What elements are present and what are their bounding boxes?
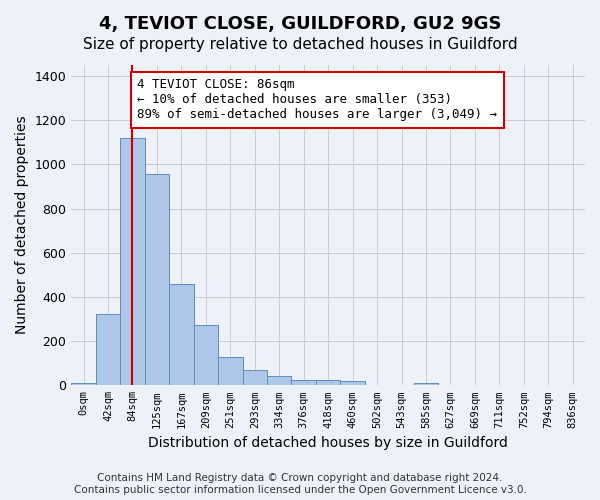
Bar — [120, 138, 145, 386]
Bar — [340, 381, 365, 386]
Text: Contains HM Land Registry data © Crown copyright and database right 2024.
Contai: Contains HM Land Registry data © Crown c… — [74, 474, 526, 495]
Text: 4 TEVIOT CLOSE: 86sqm
← 10% of detached houses are smaller (353)
89% of semi-det: 4 TEVIOT CLOSE: 86sqm ← 10% of detached … — [137, 78, 497, 122]
Bar — [218, 356, 242, 386]
Bar — [169, 284, 194, 386]
Bar — [71, 383, 96, 386]
Bar — [292, 380, 316, 386]
Y-axis label: Number of detached properties: Number of detached properties — [15, 116, 29, 334]
Bar — [267, 376, 292, 386]
Bar — [316, 380, 340, 386]
Bar — [414, 383, 438, 386]
Bar — [242, 370, 267, 386]
Bar — [145, 174, 169, 386]
X-axis label: Distribution of detached houses by size in Guildford: Distribution of detached houses by size … — [148, 436, 508, 450]
Bar — [194, 324, 218, 386]
Bar — [96, 314, 120, 386]
Text: Size of property relative to detached houses in Guildford: Size of property relative to detached ho… — [83, 38, 517, 52]
Text: 4, TEVIOT CLOSE, GUILDFORD, GU2 9GS: 4, TEVIOT CLOSE, GUILDFORD, GU2 9GS — [99, 15, 501, 33]
